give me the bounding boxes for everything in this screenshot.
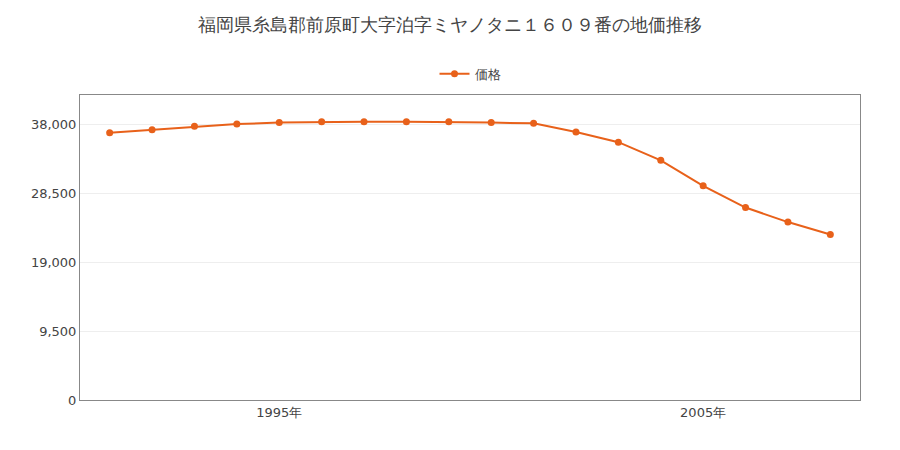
- svg-text:28,500: 28,500: [31, 186, 77, 201]
- svg-text:38,000: 38,000: [31, 117, 77, 132]
- svg-text:0: 0: [68, 393, 76, 408]
- svg-text:9,500: 9,500: [39, 324, 76, 339]
- svg-text:2005年: 2005年: [680, 405, 726, 420]
- svg-text:価格: 価格: [475, 67, 501, 82]
- svg-text:福岡県糸島郡前原町大字泊字ミヤノタニ１６０９番の地価推移: 福岡県糸島郡前原町大字泊字ミヤノタニ１６０９番の地価推移: [198, 14, 702, 35]
- svg-text:1995年: 1995年: [256, 405, 302, 420]
- svg-text:19,000: 19,000: [31, 255, 77, 270]
